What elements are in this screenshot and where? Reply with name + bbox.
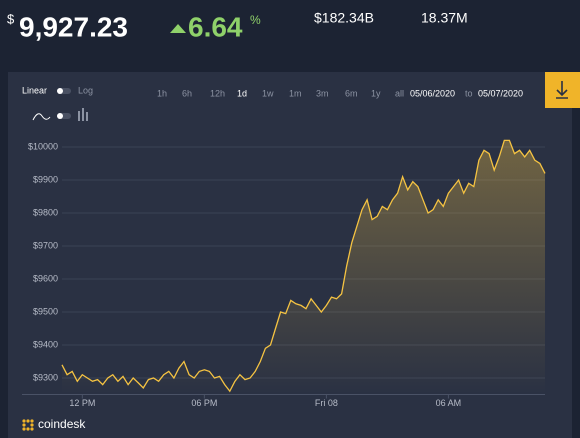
range-button[interactable]: 1m [289, 88, 302, 98]
date-to[interactable]: 05/07/2020 [478, 88, 523, 98]
range-button[interactable]: 6m [345, 88, 358, 98]
download-icon [556, 81, 568, 99]
candle-icon[interactable] [78, 108, 88, 121]
x-tick-label: 12 PM [69, 398, 95, 408]
date-sep: to [465, 88, 473, 98]
x-tick-label: 06 AM [436, 398, 462, 408]
scale-toggle-knob [57, 88, 63, 94]
up-arrow [170, 24, 186, 33]
scale-log[interactable]: Log [78, 85, 93, 95]
range-button[interactable]: 1y [371, 88, 381, 98]
market-cap: $182.34B [314, 10, 374, 26]
range-button[interactable]: 1w [262, 88, 274, 98]
y-tick-label: $9300 [33, 372, 58, 382]
range-button[interactable]: 6h [182, 88, 192, 98]
type-toggle-knob [57, 113, 63, 119]
range-button[interactable]: 1d [237, 88, 247, 98]
y-tick-label: $9800 [33, 207, 58, 217]
x-tick-label: 06 PM [191, 398, 217, 408]
currency-symbol: $ [7, 11, 15, 26]
range-button[interactable]: 3m [316, 88, 329, 98]
brand: coindesk [38, 417, 86, 431]
y-tick-label: $10000 [28, 141, 58, 151]
y-tick-label: $9600 [33, 273, 58, 283]
x-tick-label: Fri 08 [315, 398, 338, 408]
price: 9,927.23 [19, 11, 128, 42]
range-button[interactable]: 1h [157, 88, 167, 98]
line-icon[interactable] [32, 113, 51, 121]
brand-logo [22, 419, 34, 431]
date-from[interactable]: 05/06/2020 [410, 88, 455, 98]
y-tick-label: $9400 [33, 339, 58, 349]
y-tick-label: $9700 [33, 240, 58, 250]
scale-linear[interactable]: Linear [22, 85, 47, 95]
y-tick-label: $9500 [33, 306, 58, 316]
y-tick-label: $9900 [33, 174, 58, 184]
change-unit: % [250, 13, 261, 27]
price-line [61, 139, 546, 393]
change: 6.64 [188, 11, 243, 42]
range-button[interactable]: 12h [210, 88, 225, 98]
range-button[interactable]: all [395, 88, 404, 98]
supply: 18.37M [421, 10, 468, 26]
